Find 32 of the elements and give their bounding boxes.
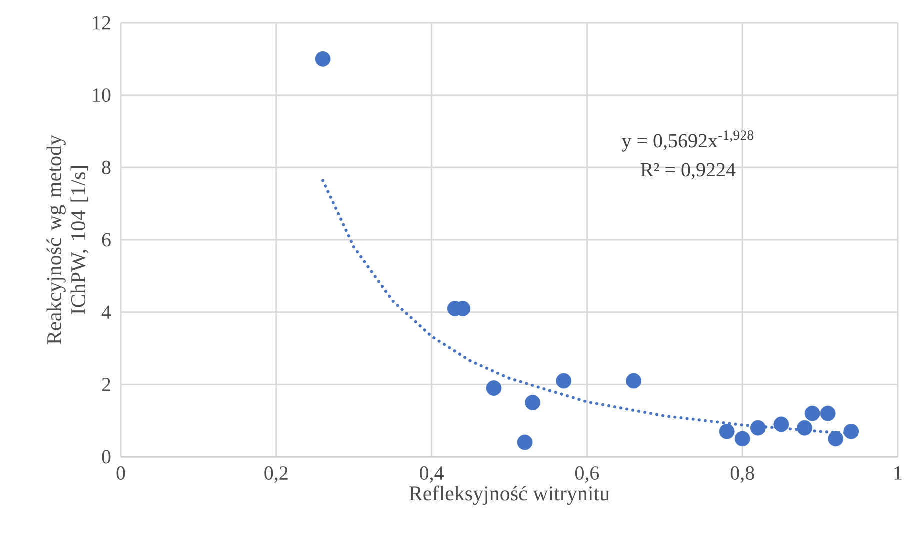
y-tick-label: 12 bbox=[93, 16, 110, 30]
y-tick-label: 2 bbox=[102, 378, 110, 392]
annotation: y = 0,5692x$^{-1,928}$ bbox=[622, 130, 754, 152]
point bbox=[315, 51, 331, 67]
x-tick-label: 0 bbox=[116, 466, 126, 480]
point bbox=[797, 420, 812, 436]
point bbox=[556, 373, 572, 389]
y-tick-label: 0 bbox=[102, 450, 111, 464]
point bbox=[750, 420, 766, 436]
y-tick-label: 10 bbox=[93, 88, 111, 102]
point bbox=[844, 424, 860, 440]
point bbox=[525, 395, 541, 410]
x-tick-label: 1 bbox=[894, 466, 902, 480]
x-tick-label: 0,2 bbox=[264, 466, 288, 483]
point bbox=[734, 431, 750, 447]
x-tick-label: 0,8 bbox=[730, 466, 754, 483]
point bbox=[719, 424, 735, 440]
y-tick-label: 6 bbox=[102, 233, 111, 247]
y-tick-label: 8 bbox=[102, 160, 111, 174]
x-axis-title: Refleksyjność witrynitu bbox=[410, 486, 610, 506]
x-tick-label: 0,6 bbox=[575, 466, 600, 483]
annotation: R² = 0,9224 bbox=[640, 163, 736, 180]
point bbox=[828, 431, 844, 447]
point bbox=[804, 406, 820, 422]
y-axis-title: Reakcyjność wg metody IChPW, 104 [1/s] bbox=[46, 135, 89, 344]
y-tick-label: 4 bbox=[102, 306, 112, 319]
x-tick-label: 0,4 bbox=[420, 466, 444, 483]
point bbox=[517, 434, 533, 450]
point bbox=[626, 373, 642, 389]
point bbox=[774, 416, 790, 432]
point bbox=[486, 380, 502, 396]
point bbox=[820, 406, 836, 422]
